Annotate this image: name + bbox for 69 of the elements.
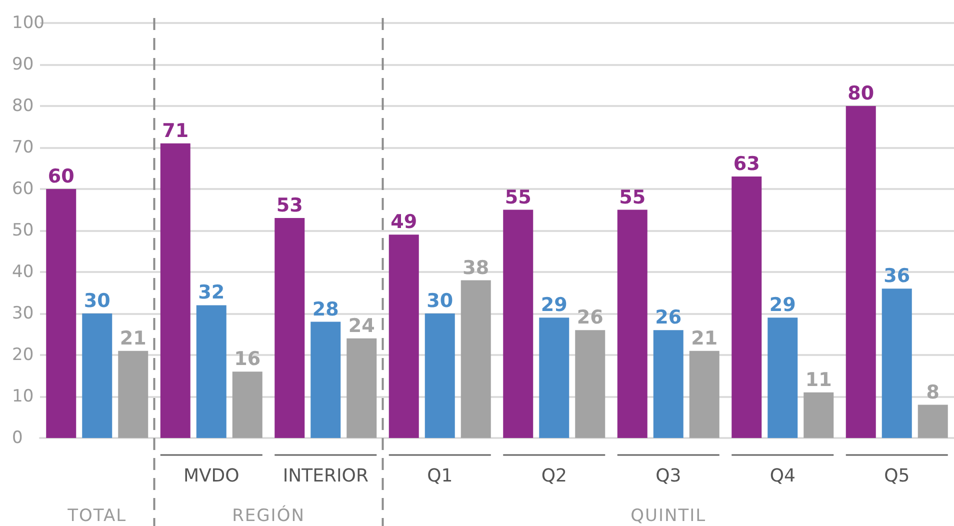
data-label: 11 [805, 368, 832, 391]
bar [388, 234, 419, 438]
y-tick-label: 10 [12, 386, 34, 406]
data-label: 36 [884, 265, 910, 288]
data-label: 26 [655, 306, 682, 329]
bar [575, 330, 606, 438]
bar [617, 210, 648, 438]
bar [196, 305, 226, 438]
text: QUINTIL [630, 506, 706, 526]
data-label: 29 [769, 294, 796, 316]
x-tick-label: INTERIOR [282, 466, 368, 486]
bar [768, 318, 798, 438]
bar [689, 350, 720, 438]
data-label: 32 [198, 282, 225, 304]
y-tick-label: 60 [12, 179, 34, 199]
y-tick-label: 40 [12, 262, 34, 282]
x-tick-label: Q1 [427, 466, 453, 486]
data-label: 28 [312, 298, 339, 320]
x-tick-label: Q5 [884, 466, 910, 486]
y-tick-label: 100 [12, 13, 44, 33]
data-label: 26 [576, 306, 604, 329]
data-label: 30 [84, 290, 110, 312]
data-label: 55 [504, 186, 532, 208]
data-label: 60 [48, 166, 74, 188]
bar [882, 288, 912, 438]
bar [653, 330, 684, 438]
bar [310, 322, 341, 438]
bar [846, 106, 876, 438]
bar [46, 189, 76, 438]
data-label: 30 [426, 290, 454, 312]
bar [732, 176, 762, 438]
data-label: 53 [276, 194, 303, 217]
data-label: 71 [162, 120, 189, 142]
x-tick-label: MVDO [183, 466, 240, 486]
data-label: 8 [926, 381, 940, 404]
bar [539, 318, 570, 438]
x-tick-label: Q4 [770, 466, 796, 486]
bar [118, 350, 148, 438]
text: TOTAL [68, 506, 127, 526]
y-tick-label: 70 [12, 138, 34, 158]
y-tick-label: 80 [12, 96, 34, 116]
bar [82, 314, 112, 438]
bar [232, 372, 262, 438]
x-tick-label: Q2 [541, 466, 567, 486]
data-label: 55 [619, 186, 646, 208]
data-label: 80 [848, 82, 874, 104]
x-tick-label: Q3 [656, 466, 682, 486]
bar [918, 404, 948, 438]
bar [160, 143, 190, 438]
bar [424, 314, 455, 438]
data-label: 63 [733, 153, 760, 176]
y-tick-label: 0 [12, 428, 23, 448]
data-label: 38 [462, 256, 490, 279]
bar [274, 218, 305, 438]
y-tick-label: 20 [12, 345, 34, 365]
data-label: 49 [390, 211, 418, 234]
data-label: 16 [234, 348, 261, 370]
bar [503, 210, 534, 438]
bar [460, 280, 491, 438]
bar [804, 392, 834, 438]
y-tick-label: 30 [12, 304, 34, 324]
text: REGIÓN [232, 506, 305, 526]
data-label: 21 [120, 327, 146, 350]
bar [346, 338, 377, 438]
data-label: 24 [348, 314, 375, 337]
y-tick-label: 50 [12, 220, 34, 240]
y-tick-label: 90 [12, 54, 34, 74]
data-label: 21 [691, 327, 718, 350]
data-label: 29 [540, 294, 568, 316]
